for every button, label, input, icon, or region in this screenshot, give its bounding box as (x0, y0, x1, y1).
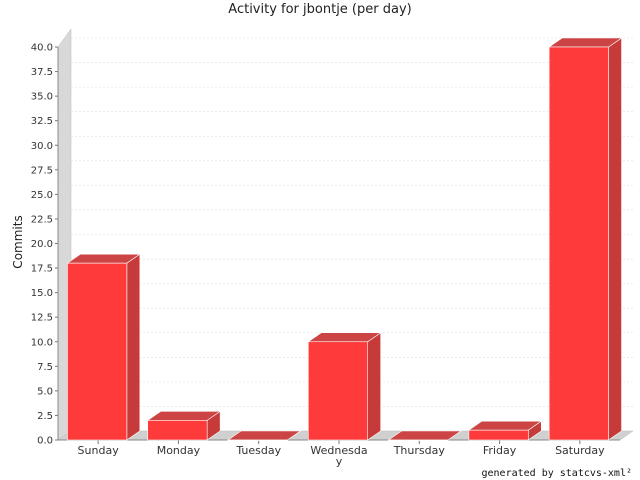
bar-front (227, 439, 288, 441)
bar-front (388, 439, 449, 441)
y-tick-label: 27.5 (31, 165, 53, 176)
grid-line-wall (57, 234, 72, 244)
bar-sunday (66, 253, 141, 441)
y-tick-label: 7.5 (37, 362, 53, 373)
y-tick-label: 10.0 (31, 337, 53, 348)
bar-front (147, 420, 208, 441)
y-tick-label: 0.0 (37, 436, 53, 447)
grid-line-wall (57, 111, 72, 121)
bar-top (227, 430, 302, 441)
x-tick-label: Wednesda (310, 444, 367, 457)
bar-side (367, 332, 382, 441)
grid-line-wall (57, 86, 72, 97)
grid-line-wall (57, 258, 72, 269)
bar-side (126, 253, 141, 441)
bar-top (146, 411, 222, 421)
footer-credit: generated by statcvs-xml² (481, 468, 632, 479)
x-tick-label: Sunday (78, 444, 120, 457)
grid-line-wall (57, 62, 72, 72)
bar-front (67, 262, 128, 441)
bars (66, 37, 623, 441)
bar-top (548, 37, 623, 48)
bar-saturday (548, 37, 623, 441)
grid-line-wall (57, 160, 72, 171)
y-tick-label: 37.5 (31, 67, 53, 78)
bar-top (387, 430, 462, 441)
x-tick-label: Friday (483, 444, 517, 457)
y-tick-label: 15.0 (31, 288, 53, 299)
bar-thursday (387, 430, 462, 441)
y-tick-label: 12.5 (31, 313, 53, 324)
bar-top (467, 420, 543, 431)
bar-front (307, 341, 369, 441)
y-tick-label: 5.0 (37, 386, 53, 397)
y-tick-label: 30.0 (31, 141, 53, 152)
y-tick-label: 40.0 (31, 43, 53, 54)
bar-side (608, 37, 622, 441)
x-tick-label: Tuesday (235, 444, 281, 457)
y-tick-label: 2.5 (37, 411, 53, 422)
y-axis-label: Commits (11, 215, 25, 268)
y-tick-label: 22.5 (31, 214, 53, 225)
y-tick-label: 20.0 (31, 239, 53, 250)
bar-friday (467, 420, 543, 441)
x-tick-label: Saturday (555, 444, 605, 457)
x-tick-label: Thursday (393, 444, 446, 457)
grid-line-wall (57, 136, 72, 146)
x-tick-label: y (336, 455, 343, 468)
bar-wednesday (307, 332, 382, 441)
y-tick-label: 25.0 (31, 190, 53, 201)
chart-title: Activity for jbontje (per day) (228, 2, 411, 17)
bar-top (66, 253, 141, 264)
grid-line-wall (57, 37, 72, 48)
grid-line-wall (57, 209, 72, 220)
bar-front (468, 429, 529, 441)
bar-tuesday (227, 430, 302, 441)
grid-line-wall (57, 185, 72, 195)
y-tick-label: 35.0 (31, 92, 53, 103)
bar-top (307, 332, 382, 343)
bar-front (548, 46, 609, 441)
y-tick-label: 32.5 (31, 116, 53, 127)
y-tick-label: 17.5 (31, 264, 53, 275)
bar-monday (146, 410, 222, 441)
x-tick-label: Monday (157, 444, 201, 457)
